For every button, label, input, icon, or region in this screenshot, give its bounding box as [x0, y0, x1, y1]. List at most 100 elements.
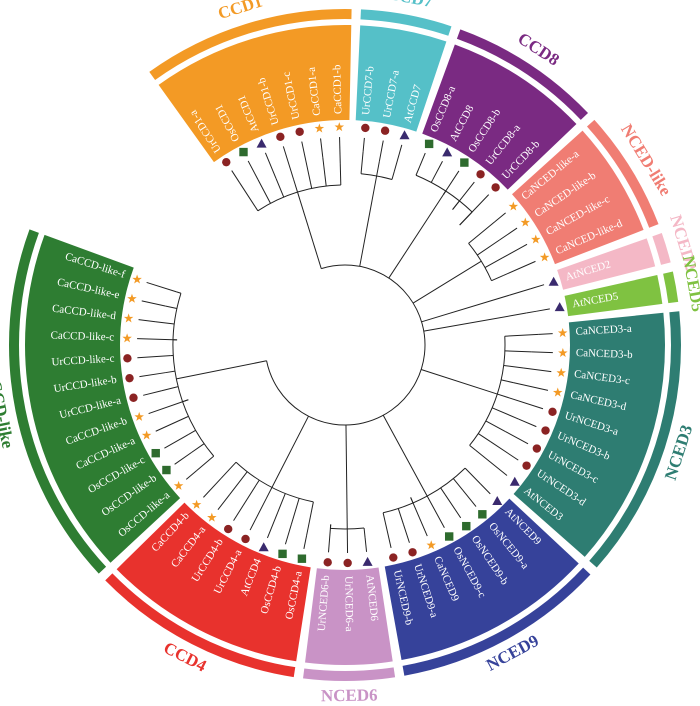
leaf-branch — [502, 395, 544, 410]
internal-branch — [382, 512, 386, 523]
circle-marker — [476, 170, 485, 179]
internal-branch — [415, 165, 421, 176]
leaf-branch — [282, 146, 295, 180]
square-marker — [151, 448, 160, 458]
clade-sector-ccd1 — [158, 24, 352, 163]
star-marker — [134, 411, 144, 421]
star-marker — [314, 123, 325, 133]
leaf-branch — [164, 433, 189, 449]
internal-branch — [501, 379, 514, 384]
square-marker — [162, 465, 171, 475]
clade-stem — [359, 175, 378, 267]
leaf-branch — [138, 319, 156, 323]
clade-stem — [420, 369, 498, 395]
leaf-branch — [444, 494, 462, 519]
leaf-branch — [217, 494, 230, 510]
internal-branch — [196, 455, 215, 471]
leaf-branch — [301, 141, 311, 183]
internal-branch — [165, 370, 176, 374]
leaf-branch — [499, 227, 518, 241]
star-marker — [508, 201, 519, 211]
internal-branch — [376, 161, 380, 177]
clade-arc-ccd8 — [456, 29, 589, 120]
internal-branch — [504, 333, 539, 337]
leaf-label-urccd7-b: UrCCD7-b — [360, 65, 377, 115]
circle-marker — [129, 393, 138, 402]
leaf-branch — [531, 351, 553, 354]
internal-branch — [459, 211, 473, 226]
internal-branch — [452, 200, 460, 210]
clade-sector-nced-like — [512, 130, 644, 265]
internal-branch — [497, 393, 504, 397]
leaf-branch — [523, 367, 552, 373]
circle-marker — [361, 123, 370, 133]
square-marker — [424, 139, 434, 149]
star-marker — [557, 328, 568, 338]
star-marker — [191, 499, 202, 509]
clade-stem — [176, 360, 267, 380]
internal-branch — [452, 478, 464, 491]
leaf-label-caccd-like-c: CaCCD-like-c — [50, 330, 114, 344]
internal-branch — [526, 310, 537, 314]
internal-branch — [191, 443, 205, 453]
star-marker — [127, 293, 137, 303]
star-marker — [426, 540, 436, 550]
leaf-branch — [174, 451, 193, 465]
internal-branch — [509, 288, 531, 296]
leaf-branch — [432, 161, 443, 181]
star-marker — [122, 333, 132, 343]
internal-branch — [293, 179, 299, 193]
internal-branch — [397, 508, 405, 525]
leaf-branch — [320, 138, 324, 158]
clade-stem — [345, 424, 348, 529]
circle-marker — [222, 157, 231, 167]
clade-sector-ccd4 — [116, 502, 311, 662]
leaf-branch — [339, 137, 341, 164]
star-marker — [552, 387, 563, 397]
circle-marker — [123, 354, 132, 363]
leaf-branch — [155, 416, 188, 432]
leaf-label-canced3-b: CaNCED3-b — [576, 347, 634, 361]
internal-branch — [440, 487, 446, 495]
star-marker — [558, 347, 568, 358]
internal-branch — [464, 467, 481, 485]
leaf-branch — [328, 524, 332, 553]
clade-stem — [297, 192, 322, 269]
circle-marker — [491, 183, 500, 192]
leaf-label-urnced6-a: UrNCED6-a — [342, 576, 355, 632]
leaf-branch — [264, 152, 277, 179]
internal-branch — [290, 498, 300, 525]
internal-branch — [363, 527, 366, 539]
leaf-label-caccd1-b: CaCCD1-b — [331, 64, 344, 114]
triangle-marker — [362, 556, 373, 566]
species-markers — [122, 122, 568, 568]
leaf-label-atnced6: AtNCED6 — [363, 574, 380, 622]
clade-stem — [382, 415, 428, 497]
triangle-marker — [258, 542, 269, 552]
star-marker — [141, 430, 152, 440]
internal-branch — [468, 221, 496, 244]
leaf-branch — [203, 477, 222, 498]
leaf-label-urccd-like-c: UrCCD-like-c — [51, 353, 115, 369]
internal-branch — [238, 182, 259, 212]
clade-arc-ccd1 — [149, 9, 352, 81]
leaf-branch — [427, 496, 445, 528]
internal-branch — [257, 179, 271, 204]
square-marker — [278, 549, 287, 559]
star-marker — [531, 234, 541, 244]
leaf-branch — [362, 137, 365, 152]
circle-marker — [408, 548, 417, 557]
clade-stem — [412, 260, 482, 304]
leaf-branch — [535, 308, 550, 312]
internal-branch — [339, 163, 342, 186]
clade-node-arc — [360, 173, 393, 181]
circle-marker — [295, 127, 304, 136]
leaf-branch — [231, 170, 240, 183]
clade-sector-nced3 — [513, 312, 665, 557]
leaf-branch — [419, 152, 426, 167]
circle-marker — [541, 426, 550, 435]
leaf-branch — [148, 399, 189, 415]
internal-branch — [410, 497, 414, 504]
square-marker — [239, 147, 248, 157]
leaf-branch — [139, 372, 166, 378]
